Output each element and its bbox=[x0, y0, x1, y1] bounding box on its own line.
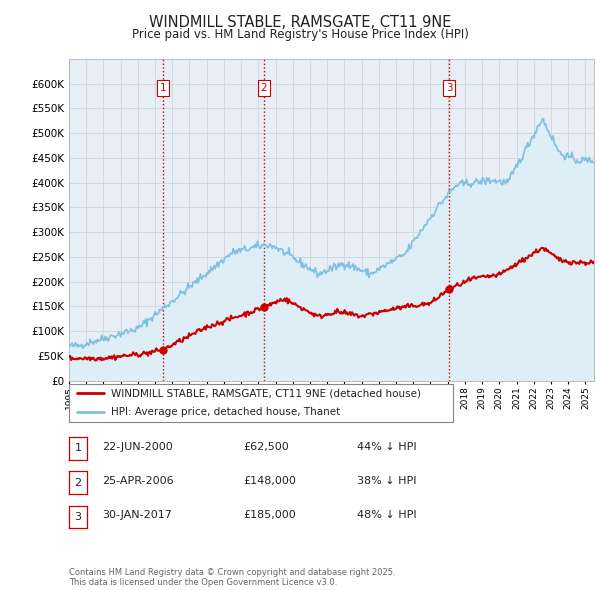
Text: 48% ↓ HPI: 48% ↓ HPI bbox=[357, 510, 416, 520]
Text: 25-APR-2006: 25-APR-2006 bbox=[102, 476, 173, 486]
Text: WINDMILL STABLE, RAMSGATE, CT11 9NE: WINDMILL STABLE, RAMSGATE, CT11 9NE bbox=[149, 15, 451, 30]
Text: 44% ↓ HPI: 44% ↓ HPI bbox=[357, 442, 416, 451]
Text: £148,000: £148,000 bbox=[243, 476, 296, 486]
Text: 1: 1 bbox=[74, 444, 82, 453]
Text: WINDMILL STABLE, RAMSGATE, CT11 9NE (detached house): WINDMILL STABLE, RAMSGATE, CT11 9NE (det… bbox=[111, 388, 421, 398]
Text: 3: 3 bbox=[446, 83, 452, 93]
Text: £62,500: £62,500 bbox=[243, 442, 289, 451]
Text: Price paid vs. HM Land Registry's House Price Index (HPI): Price paid vs. HM Land Registry's House … bbox=[131, 28, 469, 41]
Text: 38% ↓ HPI: 38% ↓ HPI bbox=[357, 476, 416, 486]
Text: 30-JAN-2017: 30-JAN-2017 bbox=[102, 510, 172, 520]
Text: Contains HM Land Registry data © Crown copyright and database right 2025.
This d: Contains HM Land Registry data © Crown c… bbox=[69, 568, 395, 587]
Text: £185,000: £185,000 bbox=[243, 510, 296, 520]
Text: 3: 3 bbox=[74, 512, 82, 522]
Text: 22-JUN-2000: 22-JUN-2000 bbox=[102, 442, 173, 451]
Text: HPI: Average price, detached house, Thanet: HPI: Average price, detached house, Than… bbox=[111, 407, 340, 417]
Text: 1: 1 bbox=[160, 83, 166, 93]
Text: 2: 2 bbox=[74, 478, 82, 487]
Text: 2: 2 bbox=[260, 83, 267, 93]
